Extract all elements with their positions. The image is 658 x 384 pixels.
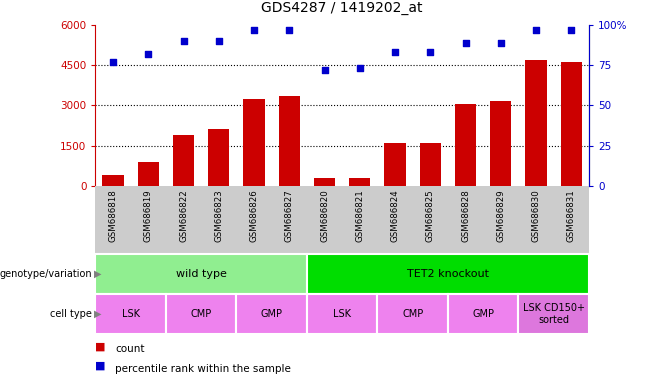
- Text: CMP: CMP: [191, 309, 212, 319]
- Point: [425, 49, 436, 55]
- Text: GSM686831: GSM686831: [567, 189, 576, 242]
- Bar: [95, 254, 307, 294]
- Bar: [307, 294, 378, 334]
- Bar: [420, 143, 441, 186]
- Bar: [138, 162, 159, 186]
- Point: [178, 38, 189, 44]
- Text: wild type: wild type: [176, 269, 226, 279]
- Bar: [314, 178, 335, 186]
- Text: TET2 knockout: TET2 knockout: [407, 269, 489, 279]
- Text: GSM686821: GSM686821: [355, 189, 365, 242]
- Text: GSM686825: GSM686825: [426, 189, 435, 242]
- Text: GDS4287 / 1419202_at: GDS4287 / 1419202_at: [261, 2, 423, 15]
- Bar: [279, 96, 300, 186]
- Text: GSM686826: GSM686826: [249, 189, 259, 242]
- Bar: [95, 294, 166, 334]
- Point: [531, 27, 542, 33]
- Text: CMP: CMP: [402, 309, 423, 319]
- Bar: [519, 294, 589, 334]
- Text: ■: ■: [95, 361, 106, 371]
- Text: GSM686824: GSM686824: [391, 189, 399, 242]
- Point: [495, 40, 506, 46]
- Point: [460, 40, 470, 46]
- Point: [143, 51, 153, 57]
- Text: GSM686820: GSM686820: [320, 189, 329, 242]
- Bar: [208, 129, 230, 186]
- Text: ▶: ▶: [94, 309, 101, 319]
- Point: [319, 67, 330, 73]
- Bar: [448, 294, 519, 334]
- Text: GSM686829: GSM686829: [496, 189, 505, 242]
- Bar: [166, 294, 236, 334]
- Text: cell type: cell type: [50, 309, 92, 319]
- Bar: [307, 254, 589, 294]
- Text: percentile rank within the sample: percentile rank within the sample: [115, 364, 291, 374]
- Point: [249, 27, 259, 33]
- Text: LSK: LSK: [122, 309, 139, 319]
- Text: GMP: GMP: [261, 309, 283, 319]
- Text: LSK CD150+
sorted: LSK CD150+ sorted: [522, 303, 585, 325]
- Bar: [526, 60, 547, 186]
- Bar: [349, 179, 370, 186]
- Point: [390, 49, 400, 55]
- Bar: [455, 104, 476, 186]
- Bar: [236, 294, 307, 334]
- Text: GMP: GMP: [472, 309, 494, 319]
- Bar: [561, 63, 582, 186]
- Bar: [490, 101, 511, 186]
- Point: [108, 59, 118, 65]
- Point: [355, 65, 365, 71]
- Point: [284, 27, 295, 33]
- Bar: [384, 143, 405, 186]
- Bar: [173, 135, 194, 186]
- Text: GSM686818: GSM686818: [109, 189, 118, 242]
- Text: GSM686819: GSM686819: [144, 189, 153, 242]
- Text: genotype/variation: genotype/variation: [0, 269, 92, 279]
- Point: [566, 27, 576, 33]
- Text: GSM686828: GSM686828: [461, 189, 470, 242]
- Text: GSM686827: GSM686827: [285, 189, 293, 242]
- Bar: [243, 99, 265, 186]
- Text: LSK: LSK: [333, 309, 351, 319]
- Text: ■: ■: [95, 341, 106, 351]
- Bar: [103, 175, 124, 186]
- Point: [213, 38, 224, 44]
- Text: GSM686822: GSM686822: [179, 189, 188, 242]
- Text: count: count: [115, 344, 145, 354]
- Bar: [378, 294, 448, 334]
- Text: GSM686830: GSM686830: [532, 189, 540, 242]
- Text: GSM686823: GSM686823: [215, 189, 223, 242]
- Text: ▶: ▶: [94, 269, 101, 279]
